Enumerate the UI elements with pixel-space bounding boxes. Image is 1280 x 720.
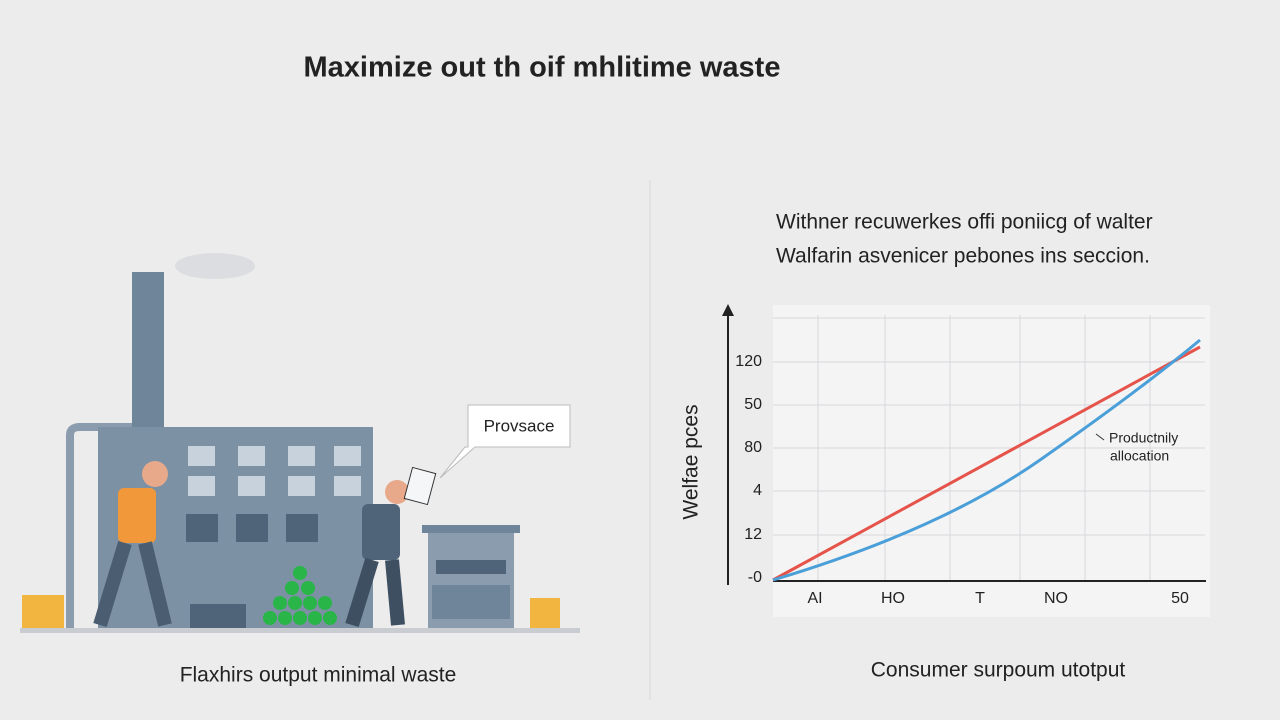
- worker-left: [93, 461, 172, 628]
- y-label: 50: [744, 396, 762, 413]
- grid: [773, 315, 1205, 582]
- windows: [188, 446, 361, 496]
- subtitle-line: Withner recuwerkes offi poniicg of walte…: [776, 211, 1153, 234]
- bubble-text: Provsace: [484, 416, 555, 435]
- subtitle-line: Walfarin asvenicer pebones ins seccion.: [776, 245, 1150, 268]
- pipe: [66, 423, 132, 630]
- box: [190, 604, 246, 628]
- right-caption: Consumer surpoum utotput: [871, 659, 1126, 682]
- y-axis-arrow: [722, 304, 734, 316]
- chimney: [132, 272, 164, 432]
- machine: [422, 525, 520, 628]
- speech-bubble: [439, 404, 571, 479]
- y-label: -0: [748, 569, 762, 586]
- left-caption: Flaxhirs output minimal waste: [180, 664, 457, 687]
- worker-right: [345, 466, 437, 628]
- title: Maximize out th oif mhlitime waste: [304, 52, 781, 84]
- green-pile: [263, 566, 337, 625]
- lower-windows: [186, 514, 318, 542]
- annotation: Productnily: [1109, 430, 1178, 446]
- factory-illustration: [20, 253, 580, 633]
- blue-line: [772, 338, 1201, 582]
- red-line: [772, 345, 1201, 582]
- y-label: 80: [744, 439, 762, 456]
- bucket: [22, 595, 64, 628]
- smoke: [175, 253, 255, 279]
- y-label: 120: [735, 353, 762, 370]
- annotation-pointer: [1095, 433, 1105, 441]
- y-label: 12: [744, 526, 762, 543]
- y-axis-label: Welfae pces: [680, 404, 703, 519]
- x-label: 50: [1171, 590, 1189, 607]
- x-label: T: [975, 590, 985, 607]
- x-label: HO: [881, 590, 905, 607]
- y-labels: 120 50 80 4 12 -0: [735, 353, 762, 586]
- x-label: NO: [1044, 590, 1068, 607]
- jug: [530, 598, 560, 628]
- ground: [20, 628, 580, 633]
- annotation: allocation: [1110, 448, 1169, 464]
- y-label: 4: [753, 482, 762, 499]
- x-label: AI: [807, 590, 822, 607]
- x-labels: AI HO T NO 50: [807, 590, 1189, 607]
